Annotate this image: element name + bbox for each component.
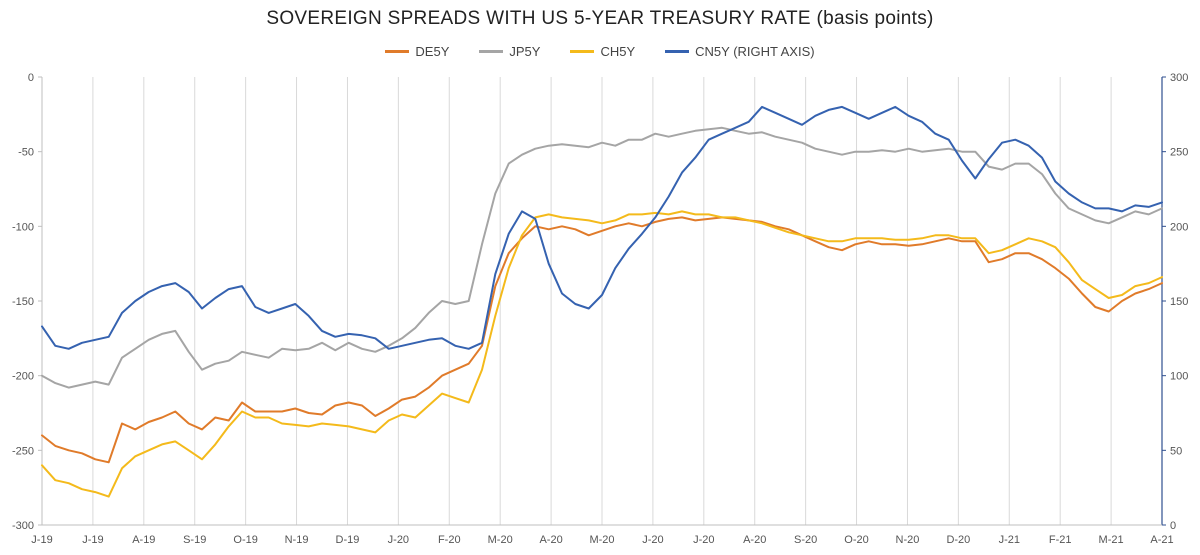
legend-item-cn5y: CN5Y (RIGHT AXIS): [665, 44, 815, 59]
x-tick-label: N-20: [896, 534, 920, 546]
x-tick-label: J-19: [31, 534, 52, 546]
legend-swatch-cn5y: [665, 50, 690, 53]
y-tick-right-label: 0: [1170, 520, 1176, 532]
y-tick-left-label: -300: [12, 520, 34, 532]
legend-item-jp5y: JP5Y: [479, 44, 540, 59]
legend-label-de5y: DE5Y: [415, 44, 450, 59]
x-tick-label: D-20: [946, 534, 970, 546]
series-line-cn5y: [41, 105, 1163, 350]
x-tick-label: F-20: [438, 534, 461, 546]
x-tick-label: S-20: [794, 534, 817, 546]
series-line-ch5y: [41, 210, 1163, 498]
y-tick-right-label: 300: [1170, 72, 1188, 84]
legend-swatch-de5y: [385, 50, 410, 53]
x-tick-label: M-21: [1099, 534, 1124, 546]
legend-item-de5y: DE5Y: [385, 44, 449, 59]
chart-title: SOVEREIGN SPREADS WITH US 5-YEAR TREASUR…: [266, 8, 934, 29]
x-tick-label: A-21: [1150, 534, 1173, 546]
x-tick-label: A-20: [743, 534, 766, 546]
series-line-de5y: [41, 216, 1163, 464]
y-tick-right-label: 50: [1170, 445, 1182, 457]
x-tick-label: F-21: [1049, 534, 1072, 546]
x-tick-label: O-20: [844, 534, 868, 546]
legend: DE5Y JP5Y CH5Y CN5Y (RIGHT AXIS): [0, 44, 1200, 59]
y-tick-right-label: 150: [1170, 296, 1188, 308]
x-tick-label: M-20: [488, 534, 513, 546]
legend-label-ch5y: CH5Y: [600, 44, 636, 59]
y-tick-left-label: -50: [18, 147, 34, 159]
y-tick-left-label: 0: [28, 72, 34, 84]
x-tick-label: S-19: [183, 534, 206, 546]
legend-swatch-jp5y: [479, 50, 504, 53]
legend-label-cn5y: CN5Y (RIGHT AXIS): [695, 44, 815, 59]
y-tick-right-label: 200: [1170, 221, 1188, 233]
x-tick-label: J-21: [999, 534, 1020, 546]
y-tick-left-label: -150: [12, 296, 34, 308]
x-tick-label: N-19: [285, 534, 309, 546]
y-tick-left-label: -100: [12, 221, 34, 233]
x-tick-label: J-20: [693, 534, 714, 546]
y-tick-right-label: 250: [1170, 147, 1188, 159]
series-line-jp5y: [41, 126, 1163, 389]
x-tick-label: A-20: [539, 534, 562, 546]
x-tick-label: A-19: [132, 534, 155, 546]
x-tick-label: M-20: [589, 534, 614, 546]
y-tick-left-label: -250: [12, 445, 34, 457]
x-tick-label: J-20: [388, 534, 409, 546]
legend-label-jp5y: JP5Y: [509, 44, 541, 59]
legend-item-ch5y: CH5Y: [570, 44, 635, 59]
y-tick-right-label: 100: [1170, 371, 1188, 383]
x-tick-label: O-19: [233, 534, 257, 546]
y-tick-left-label: -200: [12, 371, 34, 383]
x-tick-label: J-19: [82, 534, 103, 546]
x-tick-label: D-19: [336, 534, 360, 546]
legend-swatch-ch5y: [570, 50, 595, 53]
x-tick-label: J-20: [642, 534, 663, 546]
